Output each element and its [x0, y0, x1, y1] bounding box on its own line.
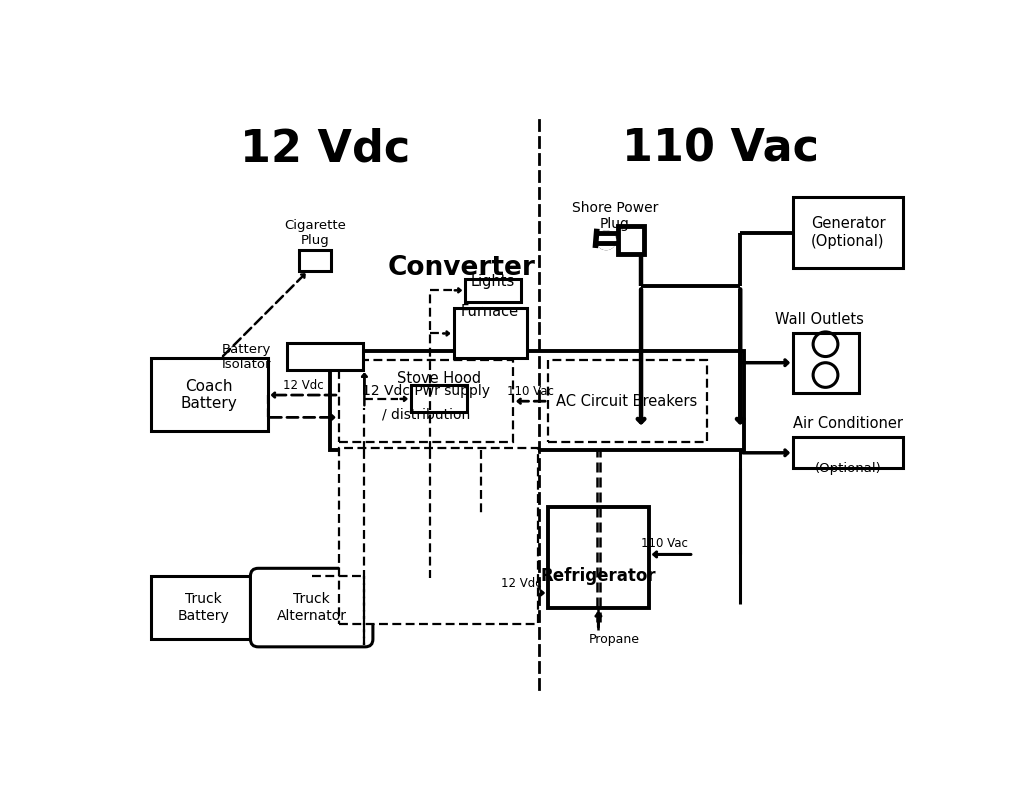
FancyBboxPatch shape: [251, 568, 373, 647]
Bar: [330, 351, 744, 450]
Text: 110 Vac: 110 Vac: [641, 537, 688, 550]
Text: 12 Vdc Pwr supply: 12 Vdc Pwr supply: [362, 384, 490, 398]
Bar: [287, 343, 362, 369]
Circle shape: [596, 230, 616, 250]
Bar: [152, 358, 267, 431]
Text: / distribution: / distribution: [382, 408, 470, 421]
Text: 12 Vdc: 12 Vdc: [283, 379, 324, 392]
Text: Wall Outlets: Wall Outlets: [775, 312, 863, 327]
Bar: [793, 333, 859, 392]
Text: Coach
Battery: Coach Battery: [181, 379, 238, 412]
Text: Air Conditioner: Air Conditioner: [793, 416, 903, 431]
Text: Truck
Alternator: Truck Alternator: [276, 592, 347, 622]
Bar: [299, 249, 331, 271]
Text: 110 Vac: 110 Vac: [507, 384, 554, 398]
Bar: [339, 361, 513, 442]
Text: 12 Vdc: 12 Vdc: [502, 577, 542, 590]
Bar: [793, 437, 903, 468]
Text: (Optional): (Optional): [815, 462, 882, 474]
Bar: [411, 385, 467, 412]
Text: Generator
(Optional): Generator (Optional): [811, 217, 886, 249]
Text: Converter: Converter: [387, 255, 536, 281]
Text: 110 Vac: 110 Vac: [623, 127, 819, 170]
Text: 12 Vdc: 12 Vdc: [241, 127, 411, 170]
Text: AC Circuit Breakers: AC Circuit Breakers: [556, 394, 697, 408]
Bar: [454, 308, 527, 358]
Text: Shore Power
Plug: Shore Power Plug: [571, 201, 657, 231]
Circle shape: [596, 230, 616, 250]
Text: Cigarette
Plug: Cigarette Plug: [284, 219, 346, 247]
Text: Lights: Lights: [471, 274, 515, 289]
Bar: [793, 197, 903, 268]
Text: Truck
Battery: Truck Battery: [177, 592, 229, 622]
Text: Furnace: Furnace: [461, 304, 519, 319]
Bar: [617, 226, 644, 254]
Text: Refrigerator: Refrigerator: [541, 567, 656, 585]
Text: Propane: Propane: [589, 633, 639, 646]
Bar: [152, 576, 256, 639]
Text: Battery
Isolator: Battery Isolator: [222, 342, 271, 371]
Bar: [465, 279, 521, 302]
Bar: [548, 361, 707, 442]
Bar: [339, 448, 538, 624]
Bar: [548, 507, 649, 608]
Text: Stove Hood: Stove Hood: [396, 372, 481, 386]
